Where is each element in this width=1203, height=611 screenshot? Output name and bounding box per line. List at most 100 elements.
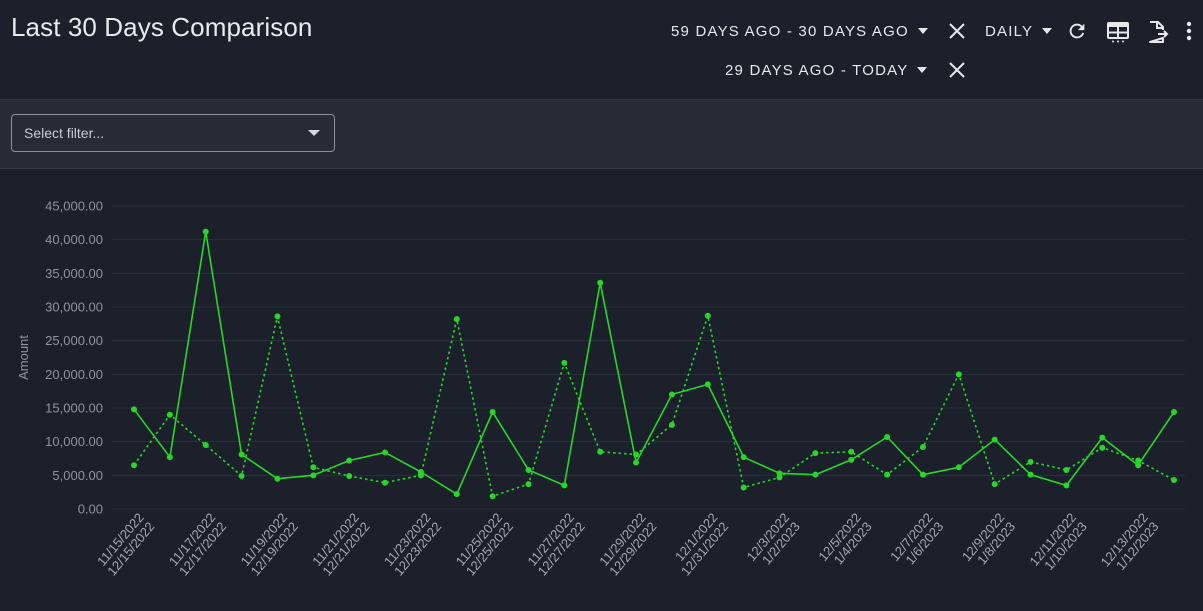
- data-point-solid: [848, 456, 855, 463]
- data-point-dotted: [489, 493, 496, 500]
- page-header: Last 30 Days Comparison 59 DAYS AGO - 30…: [0, 0, 1203, 100]
- data-point-solid: [131, 406, 137, 413]
- data-point-solid: [740, 454, 747, 461]
- y-tick-label: 45,000.00: [45, 199, 103, 214]
- chevron-down-icon: [308, 130, 320, 136]
- data-point-dotted: [884, 471, 891, 478]
- data-point-solid: [812, 471, 819, 478]
- data-point-dotted: [202, 442, 209, 449]
- data-point-solid: [310, 472, 317, 479]
- data-point-dotted: [525, 481, 532, 488]
- data-point-dotted: [131, 462, 137, 469]
- more-vert-icon: [1186, 21, 1192, 41]
- data-point-solid: [597, 279, 604, 286]
- more-options-button[interactable]: [1180, 19, 1198, 43]
- data-point-solid: [633, 459, 640, 466]
- y-tick-label: 25,000.00: [45, 333, 103, 348]
- data-point-solid: [884, 433, 891, 440]
- interval-dropdown[interactable]: DAILY: [985, 20, 1053, 42]
- data-point-dotted: [382, 479, 389, 486]
- data-point-dotted: [166, 411, 173, 418]
- data-point-solid: [955, 464, 962, 471]
- y-tick-label: 15,000.00: [45, 401, 103, 416]
- data-point-dotted: [561, 359, 568, 366]
- data-point-dotted: [633, 451, 640, 458]
- y-tick-label: 20,000.00: [45, 367, 103, 382]
- close-icon: [949, 23, 965, 39]
- data-point-solid: [668, 391, 675, 398]
- y-tick-label: 0.00: [78, 502, 103, 517]
- data-point-dotted: [453, 316, 460, 323]
- table-view-button[interactable]: [1105, 19, 1131, 45]
- page-title: Last 30 Days Comparison: [11, 12, 313, 42]
- range1-dropdown[interactable]: 59 DAYS AGO - 30 DAYS AGO: [671, 20, 928, 42]
- data-point-solid: [346, 457, 353, 464]
- clear-range1-button[interactable]: [945, 19, 969, 43]
- range2-label: 29 DAYS AGO - TODAY: [725, 61, 909, 79]
- data-point-dotted: [991, 481, 998, 488]
- data-point-solid: [489, 409, 496, 416]
- data-point-dotted: [417, 472, 424, 479]
- data-point-dotted: [1027, 458, 1034, 465]
- data-point-dotted: [1135, 457, 1142, 464]
- data-point-solid: [238, 451, 245, 458]
- data-point-dotted: [740, 484, 747, 491]
- refresh-button[interactable]: [1065, 19, 1089, 43]
- data-point-solid: [1063, 482, 1070, 489]
- chevron-down-icon: [917, 28, 928, 34]
- data-point-solid: [202, 228, 209, 235]
- data-point-dotted: [848, 448, 855, 455]
- data-point-dotted: [704, 312, 711, 319]
- y-tick-label: 40,000.00: [45, 232, 103, 247]
- data-point-solid: [525, 466, 532, 473]
- data-point-dotted: [668, 421, 675, 428]
- filter-placeholder: Select filter...: [24, 125, 105, 141]
- data-point-solid: [453, 491, 460, 498]
- data-point-dotted: [1063, 466, 1070, 473]
- interval-label: DAILY: [985, 22, 1034, 40]
- chevron-down-icon: [1042, 28, 1053, 34]
- data-point-solid: [1099, 434, 1106, 441]
- close-icon: [949, 62, 965, 78]
- table-icon: [1107, 22, 1129, 43]
- y-tick-label: 35,000.00: [45, 266, 103, 281]
- range1-label: 59 DAYS AGO - 30 DAYS AGO: [671, 22, 909, 40]
- data-point-solid: [166, 454, 173, 461]
- data-point-dotted: [238, 473, 245, 480]
- chart-area: 0.00 5,000.00 10,000.00 15,000.00 20,000.00 2…: [0, 169, 1203, 606]
- data-point-solid: [561, 482, 568, 489]
- data-point-dotted: [274, 313, 281, 320]
- data-point-solid: [991, 436, 998, 443]
- data-point-solid: [919, 471, 926, 478]
- data-point-solid: [1171, 409, 1177, 416]
- data-point-dotted: [1099, 444, 1106, 451]
- clear-range2-button[interactable]: [945, 58, 969, 82]
- chevron-down-icon: [917, 67, 928, 73]
- range2-dropdown[interactable]: 29 DAYS AGO - TODAY: [725, 59, 928, 81]
- line-chart: 0.00 5,000.00 10,000.00 15,000.00 20,000.00 2…: [16, 199, 1185, 578]
- export-button[interactable]: [1146, 19, 1170, 45]
- data-point-dotted: [812, 450, 819, 457]
- filter-select[interactable]: Select filter...: [11, 114, 335, 152]
- series-line-dotted: [133, 315, 1175, 498]
- filter-bar: Select filter...: [0, 100, 1203, 169]
- data-point-solid: [1027, 471, 1034, 478]
- data-point-dotted: [310, 464, 317, 471]
- series-line-solid: [133, 230, 1175, 496]
- data-point-dotted: [346, 473, 353, 480]
- data-point-dotted: [919, 444, 926, 451]
